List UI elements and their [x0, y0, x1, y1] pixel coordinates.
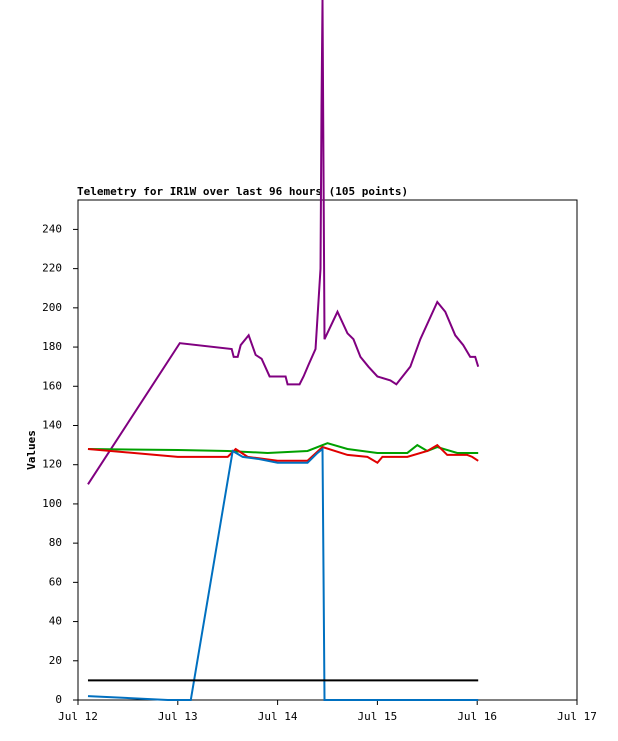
y-tick-label: 220 — [42, 262, 62, 275]
y-tick-label: 100 — [42, 497, 62, 510]
x-tick-label: Jul 14 — [258, 710, 298, 723]
y-tick-label: 120 — [42, 458, 62, 471]
y-tick-label: 240 — [42, 222, 62, 235]
chart-title: Telemetry for IR1W over last 96 hours (1… — [77, 185, 408, 198]
y-tick-label: 140 — [42, 418, 62, 431]
y-tick-label: 40 — [49, 615, 62, 628]
y-axis-label: Values — [25, 430, 38, 470]
y-tick-label: 80 — [49, 536, 62, 549]
x-tick-label: Jul 15 — [358, 710, 398, 723]
x-tick-label: Jul 16 — [457, 710, 497, 723]
y-tick-label: 60 — [49, 575, 62, 588]
y-tick-label: 180 — [42, 340, 62, 353]
x-tick-label: Jul 12 — [58, 710, 98, 723]
x-tick-label: Jul 13 — [158, 710, 198, 723]
y-tick-label: 20 — [49, 654, 62, 667]
y-tick-label: 200 — [42, 301, 62, 314]
series-line — [87, 0, 480, 485]
y-tick-label: 0 — [55, 693, 62, 706]
series-line — [87, 442, 479, 454]
y-tick-label: 160 — [42, 379, 62, 392]
x-tick-label: Jul 17 — [557, 710, 597, 723]
series-line — [87, 446, 479, 701]
series-line — [87, 443, 479, 465]
